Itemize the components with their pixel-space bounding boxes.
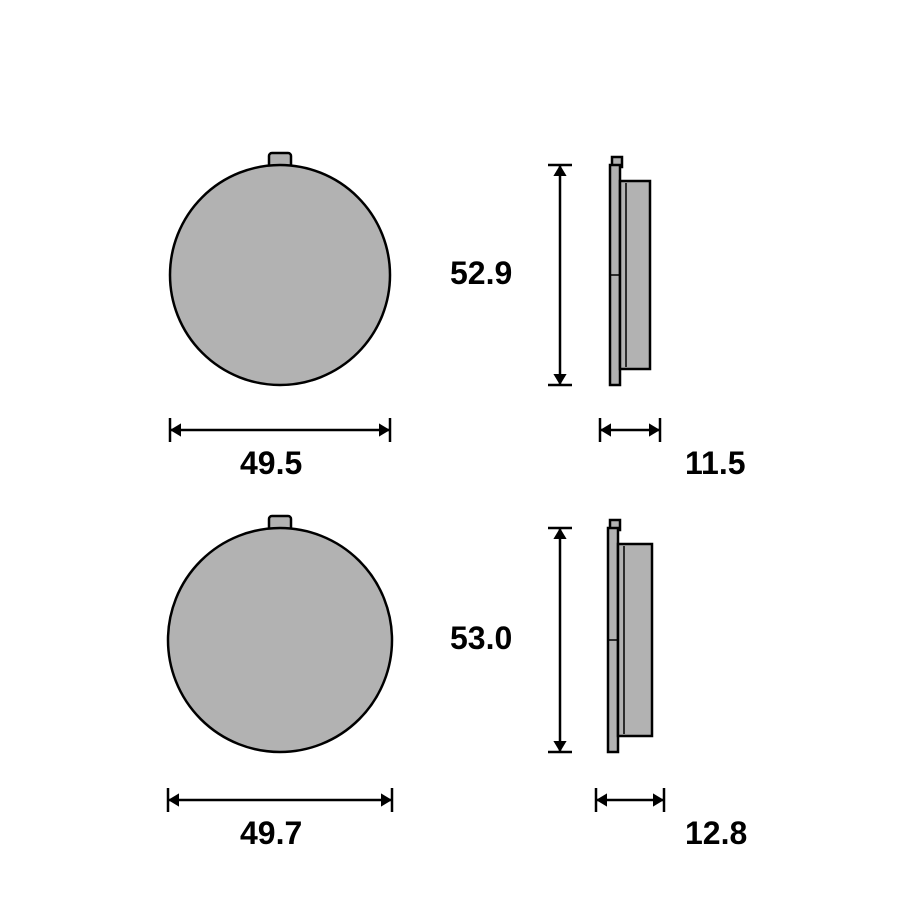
brake-pad-side-friction-bottom — [618, 544, 652, 736]
dimension-height-bottom: 53.0 — [450, 620, 512, 657]
dimension-width-bottom: 49.7 — [240, 815, 302, 852]
brake-pad-front-bottom — [168, 528, 392, 752]
brake-pad-front-top — [170, 165, 390, 385]
dimension-thickness-bottom: 12.8 — [685, 815, 747, 852]
dimension-thickness-top: 11.5 — [685, 445, 746, 482]
dimension-width-top: 49.5 — [240, 445, 302, 482]
technical-drawing — [0, 0, 900, 900]
brake-pad-side-friction-top — [620, 181, 650, 369]
dimension-height-top: 52.9 — [450, 255, 512, 292]
